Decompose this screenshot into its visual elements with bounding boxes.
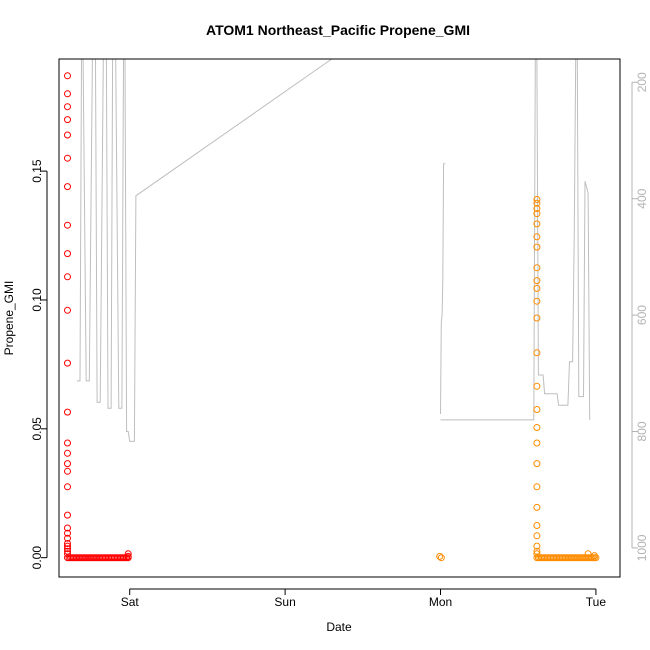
data-point: [64, 273, 71, 281]
data-point: [533, 243, 541, 251]
bottom-axis-tick-label: Mon: [429, 595, 452, 609]
left-axis-tick-label: 0.10: [30, 288, 44, 312]
right-axis-tick-label: 600: [635, 305, 649, 325]
data-point: [533, 483, 541, 491]
left-axis-tick-label: 0.00: [30, 546, 44, 570]
pressure-line-layer: [76, 58, 591, 442]
plot-frame: [58, 58, 621, 578]
data-point: [533, 522, 541, 529]
data-point: [533, 424, 541, 431]
data-point: [533, 349, 541, 357]
points-layer: [64, 72, 600, 562]
x-axis-label: Date: [326, 620, 352, 634]
data-point: [584, 550, 592, 558]
data-point: [533, 220, 541, 228]
chart-title: ATOM1 Northeast_Pacific Propene_GMI: [206, 22, 470, 38]
bottom-axis-tick-label: Tue: [586, 595, 607, 609]
data-point: [533, 233, 541, 241]
data-point: [533, 264, 541, 272]
data-point: [64, 540, 71, 547]
data-point: [533, 460, 541, 468]
data-point: [533, 382, 541, 390]
data-point: [533, 277, 541, 285]
data-point: [437, 554, 445, 562]
data-point: [64, 511, 71, 519]
y-axis-label: Propene_GMI: [2, 281, 16, 356]
data-point: [533, 439, 541, 447]
data-point: [124, 550, 132, 558]
data-point: [64, 534, 71, 542]
data-point: [590, 552, 598, 560]
data-point: [64, 359, 71, 367]
data-point: [64, 449, 71, 457]
bottom-axis: Sat Sun Mon Tue: [121, 588, 607, 609]
data-point: [64, 103, 71, 111]
right-axis: 200 400 600 800 1000: [631, 72, 649, 561]
data-point: [533, 542, 541, 550]
pressure-line-segment: [440, 163, 446, 415]
pressure-line-segment: [76, 58, 332, 442]
data-point: [64, 221, 71, 229]
pressure-line-segment: [440, 58, 591, 421]
data-point: [64, 131, 71, 139]
data-point: [533, 503, 541, 511]
data-point: [533, 284, 541, 292]
bottom-axis-tick-label: Sat: [121, 595, 140, 609]
data-point: [592, 554, 600, 562]
data-point: [436, 552, 444, 560]
data-point: [533, 196, 541, 203]
data-point: [533, 406, 541, 413]
data-point: [64, 439, 71, 447]
data-point: [64, 250, 71, 258]
data-point: [64, 306, 71, 314]
data-point: [64, 183, 71, 191]
data-point: [64, 460, 71, 468]
data-point: [64, 483, 71, 491]
left-axis: 0.00 0.05 0.10 0.15: [30, 159, 48, 570]
data-point: [533, 297, 541, 305]
data-point: [533, 205, 541, 212]
data-point: [64, 467, 71, 475]
data-point: [64, 90, 71, 98]
data-point: [124, 552, 132, 560]
left-axis-tick-label: 0.15: [30, 159, 44, 183]
data-point: [533, 532, 541, 540]
data-point: [64, 524, 71, 532]
right-axis-tick-label: 1000: [635, 534, 649, 561]
data-point: [533, 314, 541, 322]
data-point: [64, 408, 71, 416]
right-axis-tick-label: 200: [635, 72, 649, 92]
data-point: [64, 545, 71, 553]
data-point: [533, 210, 541, 218]
data-point: [64, 116, 71, 124]
data-point: [64, 529, 71, 537]
bottom-axis-tick-label: Sun: [274, 595, 295, 609]
data-point: [533, 199, 541, 207]
data-point: [64, 72, 71, 80]
left-axis-tick-label: 0.05: [30, 417, 44, 441]
right-axis-tick-label: 400: [635, 188, 649, 208]
data-point: [64, 154, 71, 162]
right-axis-tick-label: 800: [635, 421, 649, 441]
data-point: [64, 542, 71, 550]
